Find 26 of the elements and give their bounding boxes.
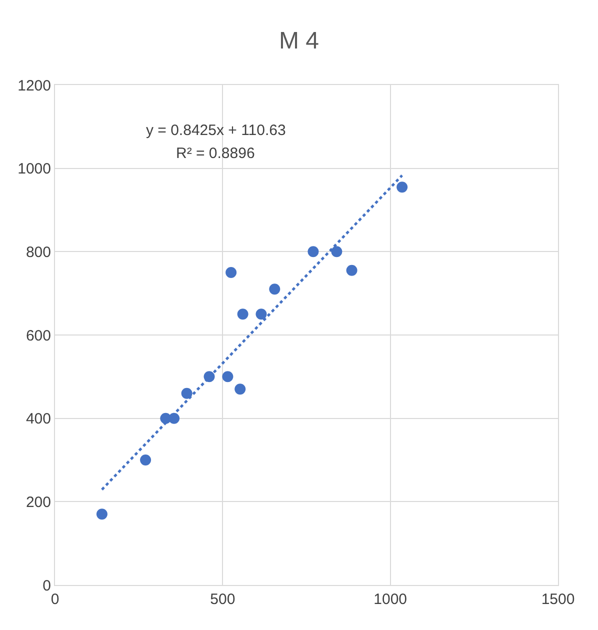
y-tick-label: 0	[42, 577, 51, 594]
point	[308, 246, 319, 258]
y-tick-label: 600	[26, 327, 51, 344]
y-tick-label: 400	[26, 410, 51, 428]
annotation: y = 0.8425x + 110.63	[146, 122, 286, 139]
x-tick-label: 1000	[374, 591, 408, 608]
point	[226, 267, 237, 278]
point	[237, 308, 248, 320]
x-tick-label: 500	[210, 591, 236, 608]
point	[331, 246, 342, 258]
y-tick-label: 1200	[18, 77, 51, 94]
chart-title: M 4	[278, 27, 320, 54]
point	[234, 384, 246, 395]
annotation: R² = 0.8896	[176, 145, 255, 162]
point	[256, 308, 267, 320]
point	[181, 388, 192, 399]
point	[222, 371, 234, 382]
point	[96, 508, 108, 520]
y-tick-label: 200	[26, 494, 51, 511]
point	[269, 284, 280, 295]
y-tick-label: 1000	[18, 160, 51, 178]
point	[396, 182, 408, 193]
y-tick-label: 800	[26, 244, 51, 261]
x-tick-label: 1500	[541, 591, 575, 608]
point	[140, 454, 152, 466]
point	[346, 264, 358, 276]
